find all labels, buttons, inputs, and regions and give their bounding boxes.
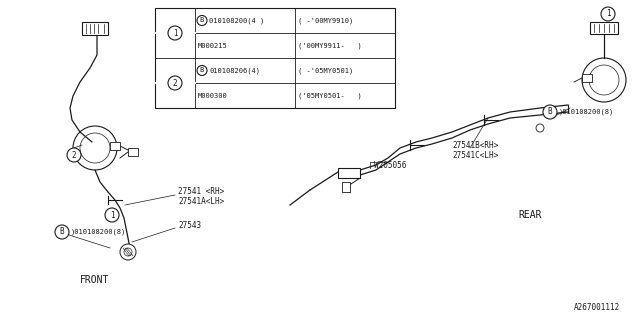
Circle shape xyxy=(105,208,119,222)
Text: 27543: 27543 xyxy=(178,220,201,229)
Text: )010108200(8): )010108200(8) xyxy=(71,229,126,235)
Bar xyxy=(128,148,138,156)
Circle shape xyxy=(197,15,207,26)
Text: 1: 1 xyxy=(109,211,115,220)
Bar xyxy=(582,74,592,82)
Circle shape xyxy=(55,225,69,239)
Text: 1: 1 xyxy=(605,10,611,19)
Text: 010108200(4 ): 010108200(4 ) xyxy=(209,17,264,24)
Text: B: B xyxy=(200,18,204,23)
Text: 2: 2 xyxy=(173,78,177,87)
Bar xyxy=(338,168,360,178)
Text: 27541 <RH>: 27541 <RH> xyxy=(178,187,224,196)
Text: ('00MY9911-   ): ('00MY9911- ) xyxy=(298,42,362,49)
Bar xyxy=(155,8,395,108)
Polygon shape xyxy=(82,22,108,35)
Bar xyxy=(342,182,350,192)
Text: M000215: M000215 xyxy=(198,43,228,49)
Text: FRONT: FRONT xyxy=(80,275,109,285)
Text: REAR: REAR xyxy=(518,210,541,220)
Circle shape xyxy=(543,105,557,119)
Text: A267001112: A267001112 xyxy=(573,303,620,313)
Text: 27541A<LH>: 27541A<LH> xyxy=(178,196,224,205)
Circle shape xyxy=(601,7,615,21)
Circle shape xyxy=(536,124,544,132)
Text: M000300: M000300 xyxy=(198,92,228,99)
Circle shape xyxy=(197,66,207,76)
Bar xyxy=(110,142,120,150)
Text: )010108200(8): )010108200(8) xyxy=(559,109,614,115)
Text: 27541B<RH>: 27541B<RH> xyxy=(452,140,499,149)
Circle shape xyxy=(168,26,182,40)
Circle shape xyxy=(67,148,81,162)
Text: ('05MY0501-   ): ('05MY0501- ) xyxy=(298,92,362,99)
Text: 27541C<LH>: 27541C<LH> xyxy=(452,151,499,161)
Circle shape xyxy=(168,76,182,90)
Text: W205056: W205056 xyxy=(374,161,406,170)
Text: B: B xyxy=(548,108,552,116)
Text: B: B xyxy=(200,68,204,74)
Text: ( -'00MY9910): ( -'00MY9910) xyxy=(298,17,353,24)
Text: 2: 2 xyxy=(72,150,76,159)
Text: 010108206(4): 010108206(4) xyxy=(209,67,260,74)
Bar xyxy=(590,22,618,34)
Text: 1: 1 xyxy=(173,28,177,37)
Text: B: B xyxy=(60,228,64,236)
Circle shape xyxy=(120,244,136,260)
Text: ( -'05MY0501): ( -'05MY0501) xyxy=(298,67,353,74)
